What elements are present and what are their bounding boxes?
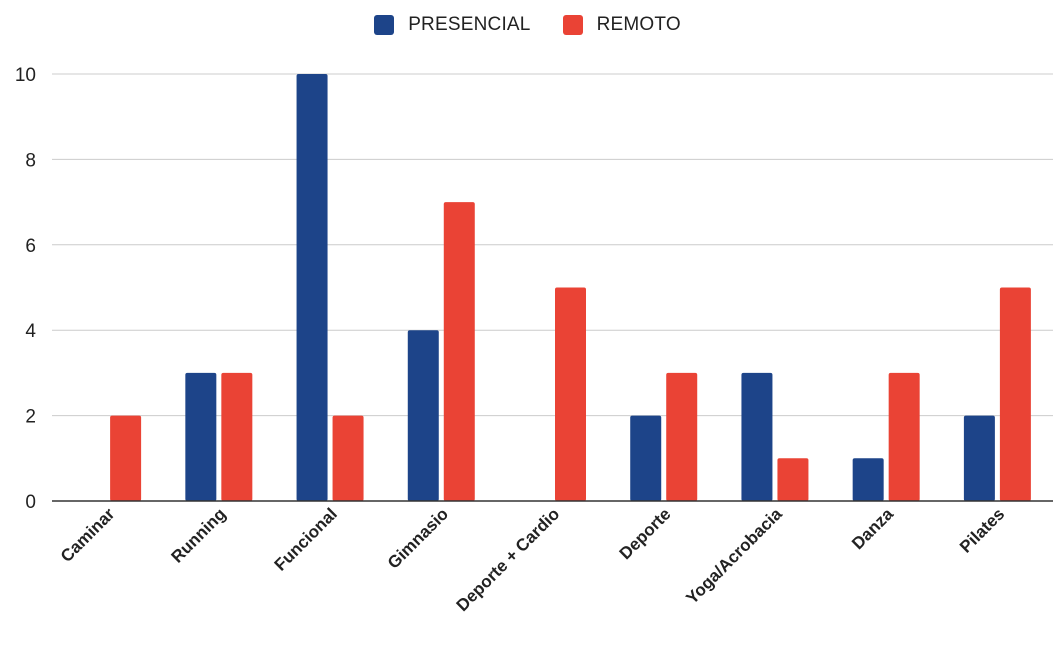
legend-item-presencial: PRESENCIAL (374, 14, 530, 36)
y-tick-label: 8 (25, 150, 36, 171)
y-tick-label: 2 (25, 407, 36, 428)
x-tick-label: Funcional (271, 504, 341, 574)
bar-remoto-7 (888, 372, 920, 501)
bar-remoto-8 (999, 287, 1031, 501)
legend-item-remoto: REMOTO (562, 14, 681, 36)
x-tick-label: Deporte (616, 504, 675, 563)
y-tick-label: 10 (15, 65, 36, 86)
x-tick-label: Pilates (956, 504, 1008, 556)
bar-presencial-2 (296, 74, 328, 501)
bar-remoto-0 (110, 415, 142, 501)
bar-presencial-5 (630, 415, 662, 501)
bars (110, 74, 1031, 501)
bar-remoto-6 (777, 458, 809, 501)
bar-presencial-6 (741, 372, 773, 501)
bar-presencial-7 (852, 458, 884, 501)
x-tick-label: Caminar (57, 504, 119, 566)
legend-label-presencial: PRESENCIAL (408, 14, 531, 35)
x-tick-label: Gimnasio (384, 504, 452, 572)
chart-legend: PRESENCIAL REMOTO (0, 14, 1055, 36)
bar-remoto-2 (332, 415, 364, 501)
y-tick-label: 4 (25, 321, 36, 342)
y-tick-label: 6 (25, 236, 36, 257)
y-tick-label: 0 (25, 492, 36, 513)
x-tick-label: Danza (848, 504, 897, 553)
x-tick-label: Deporte + Cardio (453, 504, 564, 615)
bar-remoto-3 (443, 202, 475, 501)
bar-presencial-3 (407, 330, 439, 501)
legend-swatch-presencial (374, 15, 395, 35)
bar-remoto-1 (221, 372, 253, 501)
legend-label-remoto: REMOTO (596, 14, 681, 35)
bar-presencial-8 (963, 415, 995, 501)
x-tick-label: Running (167, 504, 229, 566)
bar-remoto-5 (666, 372, 698, 501)
bar-remoto-4 (555, 287, 586, 501)
legend-swatch-remoto (562, 15, 583, 35)
x-tick-label: Yoga/Acrobacia (682, 504, 786, 608)
bar-presencial-1 (185, 372, 217, 501)
gridlines (52, 73, 1053, 417)
